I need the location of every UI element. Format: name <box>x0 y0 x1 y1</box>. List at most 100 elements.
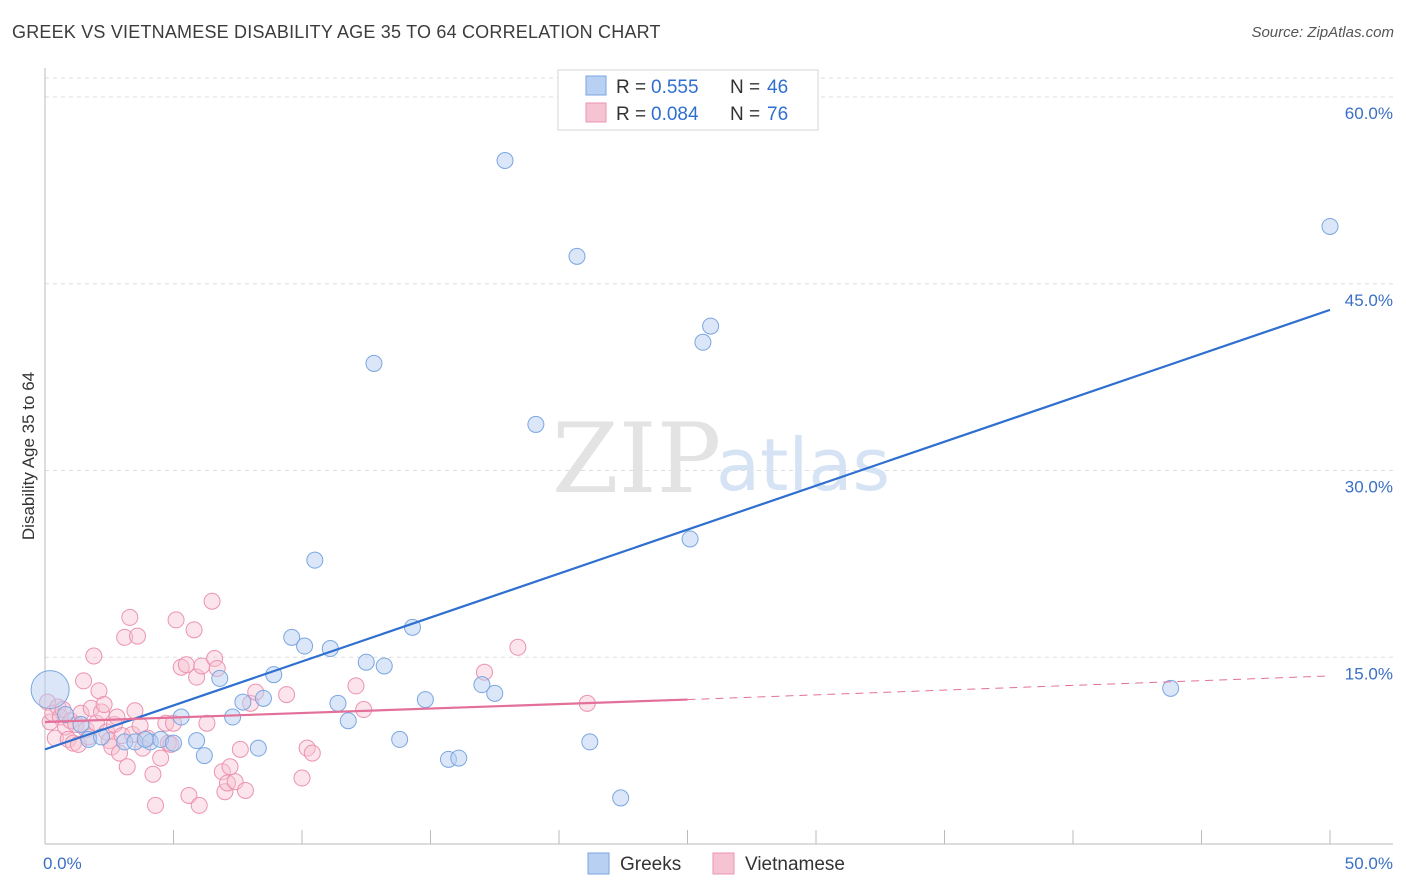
vietnamese-point-52 <box>190 796 208 814</box>
greeks-point-16 <box>249 739 267 757</box>
vietnamese-point-70 <box>303 744 321 762</box>
vietnamese-point-64 <box>236 781 254 799</box>
vietnamese-point-71 <box>347 677 365 695</box>
vietnamese-point-46 <box>167 611 185 629</box>
greeks-points <box>30 151 1339 807</box>
vietnamese-point-17 <box>82 699 100 717</box>
greeks-point-14 <box>224 708 242 726</box>
greeks-trend-line <box>44 308 1331 751</box>
greeks-point-17 <box>254 689 272 707</box>
legend-n-value-vietnamese: 76 <box>767 104 788 125</box>
vietnamese-point-35 <box>129 627 147 645</box>
vietnamese-point-61 <box>221 758 239 776</box>
greeks-point-26 <box>365 354 383 372</box>
watermark-zip: ZIP <box>552 403 721 515</box>
greeks-point-39 <box>612 789 630 807</box>
greeks-point-9 <box>165 734 182 752</box>
greeks-point-42 <box>702 317 720 335</box>
bottom-legend-swatch-greeks <box>587 852 610 875</box>
legend-n-label-greeks: N = <box>730 77 760 98</box>
greeks-point-0 <box>30 670 70 710</box>
greeks-point-34 <box>486 684 504 702</box>
x-tick-labels: 0.0% 50.0% <box>43 854 1393 873</box>
legend-r-value-greeks: 0.555 <box>651 77 699 98</box>
bottom-legend: Greeks Vietnamese <box>587 852 845 875</box>
legend: R = 0.555 N = 46 R = 0.084 N = 76 <box>557 69 819 131</box>
greeks-point-45 <box>136 730 154 748</box>
x-tick-label-max: 50.0% <box>1345 854 1393 873</box>
bottom-legend-label-vietnamese: Vietnamese <box>745 854 845 875</box>
greeks-point-35 <box>496 151 514 169</box>
x-tick-label-min: 0.0% <box>43 854 82 873</box>
greeks-point-28 <box>391 730 409 748</box>
legend-r-label-greeks: R = <box>616 77 646 98</box>
bottom-legend-label-greeks: Greeks <box>620 854 681 875</box>
bottom-legend-swatch-vietnamese <box>712 852 735 875</box>
greeks-point-24 <box>339 712 357 730</box>
greeks-point-15 <box>234 693 252 711</box>
vietnamese-point-49 <box>180 786 198 804</box>
greeks-point-25 <box>357 653 375 671</box>
vietnamese-point-74 <box>509 638 527 656</box>
greeks-point-1 <box>57 706 75 724</box>
greeks-point-20 <box>296 637 314 655</box>
greeks-point-11 <box>188 732 206 750</box>
vietnamese-point-63 <box>231 740 249 758</box>
greeks-point-41 <box>694 333 712 351</box>
vietnamese-point-51 <box>188 668 206 686</box>
greeks-point-36 <box>527 415 545 433</box>
greeks-point-37 <box>568 247 586 265</box>
greeks-point-12 <box>195 747 213 765</box>
greeks-point-19 <box>283 628 301 646</box>
vietnamese-point-32 <box>121 608 139 626</box>
y-tick-label-45: 45.0% <box>1345 291 1393 310</box>
greeks-point-38 <box>581 733 599 751</box>
vietnamese-point-55 <box>203 592 221 610</box>
legend-n-label-vietnamese: N = <box>730 104 760 125</box>
watermark-atlas: atlas <box>716 423 890 507</box>
y-tick-label-60: 60.0% <box>1345 104 1393 123</box>
greeks-point-13 <box>211 669 229 687</box>
vietnamese-trend-line <box>44 698 688 724</box>
vietnamese-point-22 <box>95 696 113 714</box>
vietnamese-point-50 <box>185 621 203 639</box>
vietnamese-point-68 <box>293 769 311 787</box>
legend-swatch-greeks <box>585 75 607 96</box>
trend-lines <box>44 308 1331 751</box>
vietnamese-point-31 <box>118 758 136 776</box>
chart-source: Source: ZipAtlas.com <box>1251 24 1394 41</box>
vietnamese-point-54 <box>198 714 216 732</box>
greeks-point-33 <box>473 676 491 694</box>
greeks-point-27 <box>375 657 393 675</box>
legend-swatch-vietnamese <box>585 102 607 123</box>
greeks-point-21 <box>306 551 324 569</box>
greeks-point-23 <box>329 694 347 712</box>
greeks-point-30 <box>416 691 434 709</box>
legend-r-value-vietnamese: 0.084 <box>651 104 699 125</box>
vietnamese-point-18 <box>85 647 103 665</box>
vietnamese-point-69 <box>298 739 316 757</box>
legend-r-label-vietnamese: R = <box>616 104 646 125</box>
y-tick-label-30: 30.0% <box>1345 478 1393 497</box>
vietnamese-point-30 <box>116 628 134 646</box>
y-tick-labels: 15.0% 30.0% 45.0% 60.0% <box>1345 104 1393 683</box>
y-tick-label-15: 15.0% <box>1345 664 1393 683</box>
legend-n-value-greeks: 46 <box>767 77 788 98</box>
vietnamese-point-56 <box>206 649 224 667</box>
greeks-point-32 <box>450 749 468 767</box>
vietnamese-point-67 <box>278 686 296 704</box>
vietnamese-point-14 <box>75 672 93 690</box>
vietnamese-trend-extension <box>687 675 1331 701</box>
greeks-point-44 <box>1321 217 1339 235</box>
chart-title: GREEK VS VIETNAMESE DISABILITY AGE 35 TO… <box>12 22 661 42</box>
vietnamese-point-40 <box>147 796 165 814</box>
greeks-point-2 <box>72 715 90 733</box>
vietnamese-point-41 <box>152 749 170 767</box>
greeks-point-40 <box>681 530 699 548</box>
grid-lines <box>45 77 1393 658</box>
y-axis-title: Disability Age 35 to 64 <box>19 372 38 540</box>
vietnamese-point-72 <box>355 701 373 719</box>
greeks-point-43 <box>1162 679 1180 697</box>
vietnamese-points <box>39 592 596 814</box>
